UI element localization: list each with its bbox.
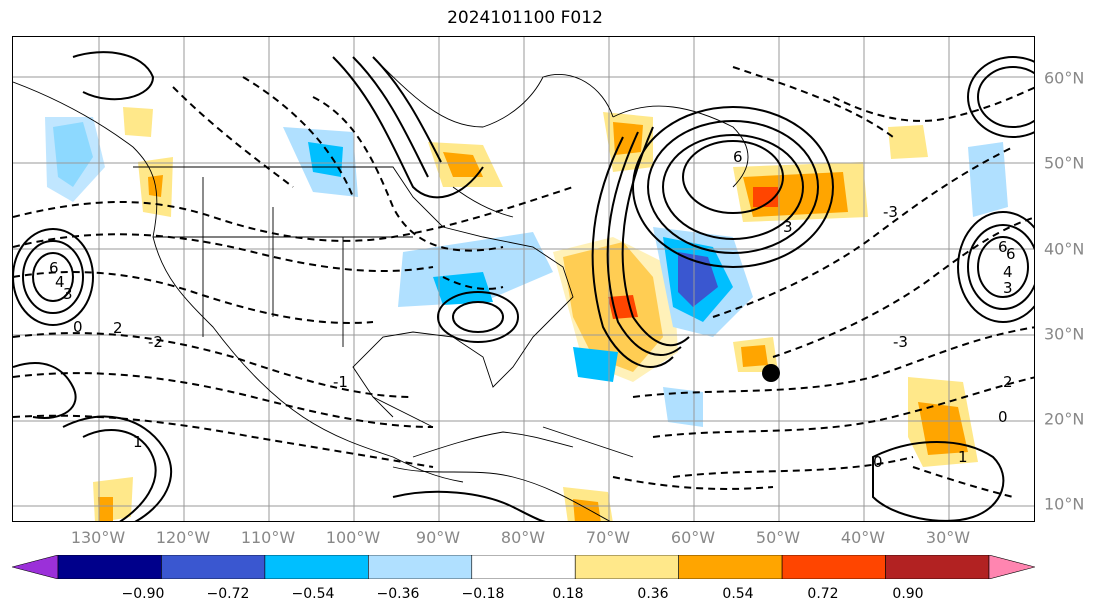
- contour-label: 6: [1006, 245, 1016, 263]
- contour-label: 3: [63, 285, 73, 303]
- lat-label: 30°N: [1044, 324, 1085, 344]
- colorbar-segment: [12, 555, 59, 579]
- contour-label: -3: [893, 333, 908, 351]
- contour-label: 0: [73, 318, 83, 336]
- colorbar-segment: [885, 555, 990, 579]
- lon-label: 50°W: [755, 528, 801, 547]
- colorbar-segments: [12, 555, 1035, 579]
- lon-label: 120°W: [155, 528, 211, 547]
- contour-label: -1: [333, 373, 348, 391]
- contour-labels: 6 6 6 4 3 2 1 0 -2 -3 -1 2 0 -3 3 1 0 6 …: [49, 148, 1016, 471]
- contour-label: 6: [733, 148, 743, 166]
- contour-label: 3: [1003, 279, 1013, 297]
- shading-orange-sa: [573, 499, 601, 521]
- lon-label: 40°W: [840, 528, 886, 547]
- colorbar-tick-label: 0.72: [807, 586, 839, 602]
- colorbar-tick-label: 0.90: [892, 586, 924, 602]
- shading-orange-labrador: [613, 122, 643, 155]
- lon-label: 110°W: [240, 528, 296, 547]
- contour-label: 1: [133, 433, 143, 451]
- contour-label: 4: [55, 273, 65, 291]
- shading-lightblue-greatlakes: [398, 232, 553, 307]
- colorbar-segment: [264, 555, 369, 579]
- lon-label: 100°W: [325, 528, 381, 547]
- shading-orange-hudson: [443, 152, 483, 177]
- lon-label: 130°W: [70, 528, 126, 547]
- lat-label: 60°N: [1044, 68, 1085, 88]
- lon-label: 90°W: [415, 528, 461, 547]
- hurricane-center-marker: [762, 364, 780, 382]
- shading-lightblue-se: [663, 387, 703, 427]
- contour-label: 0: [998, 408, 1008, 426]
- colorbar-segment: [161, 555, 266, 579]
- contour-label: 1: [958, 448, 968, 466]
- contour-label: 3: [783, 218, 793, 236]
- lat-label: 40°N: [1044, 239, 1085, 259]
- contour-label: 4: [1003, 263, 1013, 281]
- colorbar: [12, 555, 1035, 579]
- contour-label: 6: [49, 259, 59, 277]
- colorbar-tick-label: −0.90: [121, 586, 165, 602]
- shading-yellow-nw: [123, 107, 153, 137]
- colorbar-segment: [368, 555, 473, 579]
- lat-label: 50°N: [1044, 153, 1085, 173]
- shading-red-greenland: [753, 187, 778, 207]
- colorbar-segment: [678, 555, 783, 579]
- contour-label: -2: [148, 333, 163, 351]
- shading-darkblue-atl: [678, 252, 718, 307]
- lon-label: 70°W: [585, 528, 631, 547]
- colorbar-tick-label: −0.72: [206, 586, 250, 602]
- shading-lightblue-ne: [968, 142, 1008, 217]
- solid-contours: [13, 51, 1034, 521]
- shading-lightblue-nw: [45, 117, 105, 202]
- colorbar-tick-label: 0.54: [722, 586, 754, 602]
- colorbar-segment: [988, 555, 1035, 579]
- shading-orange-mid: [741, 345, 768, 367]
- contour-label: 6: [998, 238, 1008, 256]
- colorbar-segment: [57, 555, 162, 579]
- colorbar-tick-label: −0.18: [461, 586, 505, 602]
- colorbar-segment: [574, 555, 679, 579]
- shading-orange-sw: [98, 497, 113, 521]
- contour-label: 2: [1003, 373, 1013, 391]
- map-title: 2024101100 F012: [447, 8, 603, 28]
- colorbar-tick-label: −0.36: [376, 586, 420, 602]
- contour-label: 2: [113, 319, 123, 337]
- map-canvas: 6 6 6 4 3 2 1 0 -2 -3 -1 2 0 -3 3 1 0 6 …: [13, 37, 1034, 521]
- shading-blue-canada: [308, 142, 343, 177]
- colorbar-tick-label: −0.54: [291, 586, 335, 602]
- map-panel: 6 6 6 4 3 2 1 0 -2 -3 -1 2 0 -3 3 1 0 6 …: [12, 36, 1035, 522]
- colorbar-segment: [471, 555, 576, 579]
- lon-label: 30°W: [925, 528, 971, 547]
- contour-label: 0: [873, 453, 883, 471]
- lat-label: 20°N: [1044, 409, 1085, 429]
- lat-label: 10°N: [1044, 494, 1085, 514]
- colorbar-segment: [781, 555, 886, 579]
- gridlines: [13, 37, 1034, 521]
- shading-blue-south: [573, 347, 618, 382]
- colorbar-tick-label: 0.18: [552, 586, 584, 602]
- shading-yellow-ne: [888, 125, 928, 159]
- lon-label: 60°W: [670, 528, 716, 547]
- dashed-contours: [13, 66, 1034, 498]
- lon-label: 80°W: [500, 528, 546, 547]
- contour-label: -3: [883, 203, 898, 221]
- colorbar-tick-label: 0.36: [637, 586, 669, 602]
